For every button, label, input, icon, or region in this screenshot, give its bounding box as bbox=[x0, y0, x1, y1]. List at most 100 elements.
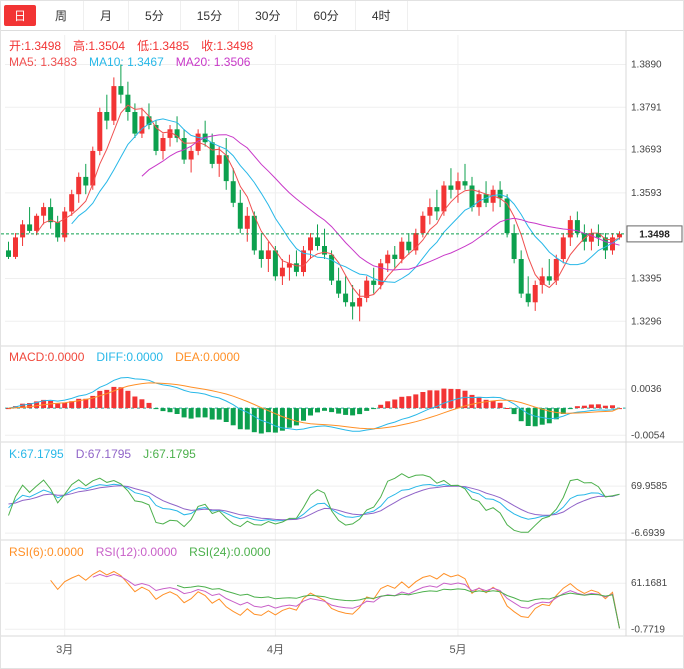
candle bbox=[364, 276, 370, 303]
candle bbox=[13, 233, 18, 259]
candle bbox=[560, 233, 566, 264]
kdj-panel bbox=[8, 473, 620, 533]
candle bbox=[279, 259, 285, 285]
candle bbox=[525, 276, 531, 307]
candle bbox=[27, 207, 33, 234]
svg-text:1.3498: 1.3498 bbox=[639, 229, 670, 240]
candles-layer bbox=[6, 64, 622, 322]
candle bbox=[378, 259, 384, 290]
candle bbox=[251, 211, 257, 255]
svg-text:61.1681: 61.1681 bbox=[631, 578, 668, 589]
candle bbox=[406, 233, 412, 255]
svg-text:-0.0054: -0.0054 bbox=[631, 430, 665, 441]
timeframe-toolbar: 日周月 5分 15分 30分 60分 4时 bbox=[1, 1, 683, 31]
panel-borders bbox=[1, 31, 683, 637]
candle bbox=[188, 146, 194, 173]
candle bbox=[76, 172, 82, 203]
svg-text:1.3593: 1.3593 bbox=[631, 188, 662, 199]
svg-text:1.3890: 1.3890 bbox=[631, 60, 662, 71]
candle bbox=[223, 138, 229, 190]
candle bbox=[371, 267, 377, 294]
candle bbox=[420, 211, 426, 238]
candle bbox=[392, 246, 398, 268]
rsi-panel bbox=[50, 570, 620, 629]
candle bbox=[34, 213, 40, 236]
candle bbox=[357, 289, 363, 322]
candle bbox=[336, 267, 342, 298]
candle bbox=[413, 228, 419, 255]
svg-text:1.3693: 1.3693 bbox=[631, 145, 662, 156]
candle bbox=[20, 220, 26, 246]
candle bbox=[595, 224, 601, 246]
candle bbox=[209, 133, 215, 169]
svg-text:69.9585: 69.9585 bbox=[631, 481, 668, 492]
candle bbox=[350, 285, 356, 320]
candle bbox=[265, 241, 271, 272]
svg-text:-0.7719: -0.7719 bbox=[631, 624, 665, 635]
candle bbox=[41, 202, 47, 225]
last-price-tag: 1.3498 bbox=[626, 225, 683, 243]
candle bbox=[167, 125, 173, 147]
candle bbox=[399, 237, 405, 264]
candle bbox=[329, 250, 335, 285]
chart-canvas[interactable]: 1.3890 1.3791 1.3693 1.3593 1.3395 1.3296 0.00… bbox=[1, 31, 684, 669]
candle bbox=[104, 94, 110, 130]
timeframe-tab-7[interactable]: 4时 bbox=[356, 1, 408, 30]
svg-text:-6.6939: -6.6939 bbox=[631, 528, 665, 539]
timeframe-tab-2[interactable]: 月 bbox=[84, 1, 130, 30]
grid-layer bbox=[5, 35, 626, 636]
candle bbox=[237, 189, 243, 234]
candle bbox=[617, 231, 622, 240]
candle bbox=[83, 163, 89, 195]
candle bbox=[546, 259, 552, 285]
candle bbox=[293, 250, 299, 277]
svg-text:1.3791: 1.3791 bbox=[631, 102, 662, 113]
candle bbox=[139, 107, 145, 138]
chart-area: 1.3890 1.3791 1.3693 1.3593 1.3395 1.3296 0.00… bbox=[1, 31, 684, 669]
candle bbox=[244, 207, 250, 242]
candle bbox=[448, 168, 454, 199]
candle bbox=[434, 189, 440, 221]
candle bbox=[511, 224, 517, 264]
candle bbox=[55, 215, 61, 242]
svg-text:1.3395: 1.3395 bbox=[631, 274, 662, 285]
last-price: 1.3498 bbox=[1, 225, 683, 243]
candle bbox=[567, 215, 573, 246]
timeframe-tab-4[interactable]: 15分 bbox=[181, 1, 240, 30]
macd-panel bbox=[5, 376, 626, 434]
candle bbox=[181, 129, 187, 164]
candle bbox=[97, 107, 103, 156]
candle bbox=[504, 194, 510, 238]
candle bbox=[315, 224, 320, 251]
timeframe-tab-0[interactable]: 日 bbox=[4, 5, 37, 26]
candle bbox=[427, 198, 433, 225]
candle bbox=[301, 246, 306, 277]
svg-text:4月: 4月 bbox=[267, 644, 284, 656]
candle bbox=[118, 64, 124, 104]
candle bbox=[202, 120, 208, 147]
timeframe-tab-5[interactable]: 30分 bbox=[239, 1, 298, 30]
timeframe-tab-3[interactable]: 5分 bbox=[129, 1, 181, 30]
svg-text:0.0036: 0.0036 bbox=[631, 384, 662, 395]
candle bbox=[518, 250, 524, 298]
x-axis-labels: 3月 4月 5月 bbox=[56, 644, 466, 656]
candle bbox=[539, 267, 545, 294]
timeframe-tab-1[interactable]: 周 bbox=[39, 1, 85, 30]
axis-labels: 1.3890 1.3791 1.3693 1.3593 1.3395 1.3296 0.00… bbox=[631, 60, 668, 636]
candle bbox=[574, 211, 580, 238]
candle bbox=[455, 172, 461, 203]
candle bbox=[588, 228, 594, 251]
candle bbox=[343, 276, 349, 307]
candle bbox=[258, 233, 264, 268]
svg-text:5月: 5月 bbox=[449, 644, 466, 656]
timeframe-tab-6[interactable]: 60分 bbox=[297, 1, 356, 30]
candle bbox=[160, 133, 166, 160]
candle bbox=[462, 163, 468, 190]
candle bbox=[111, 77, 117, 125]
candle bbox=[174, 116, 180, 143]
candle bbox=[490, 185, 496, 212]
candle bbox=[469, 176, 475, 212]
candle bbox=[581, 224, 587, 251]
candle bbox=[153, 120, 159, 156]
